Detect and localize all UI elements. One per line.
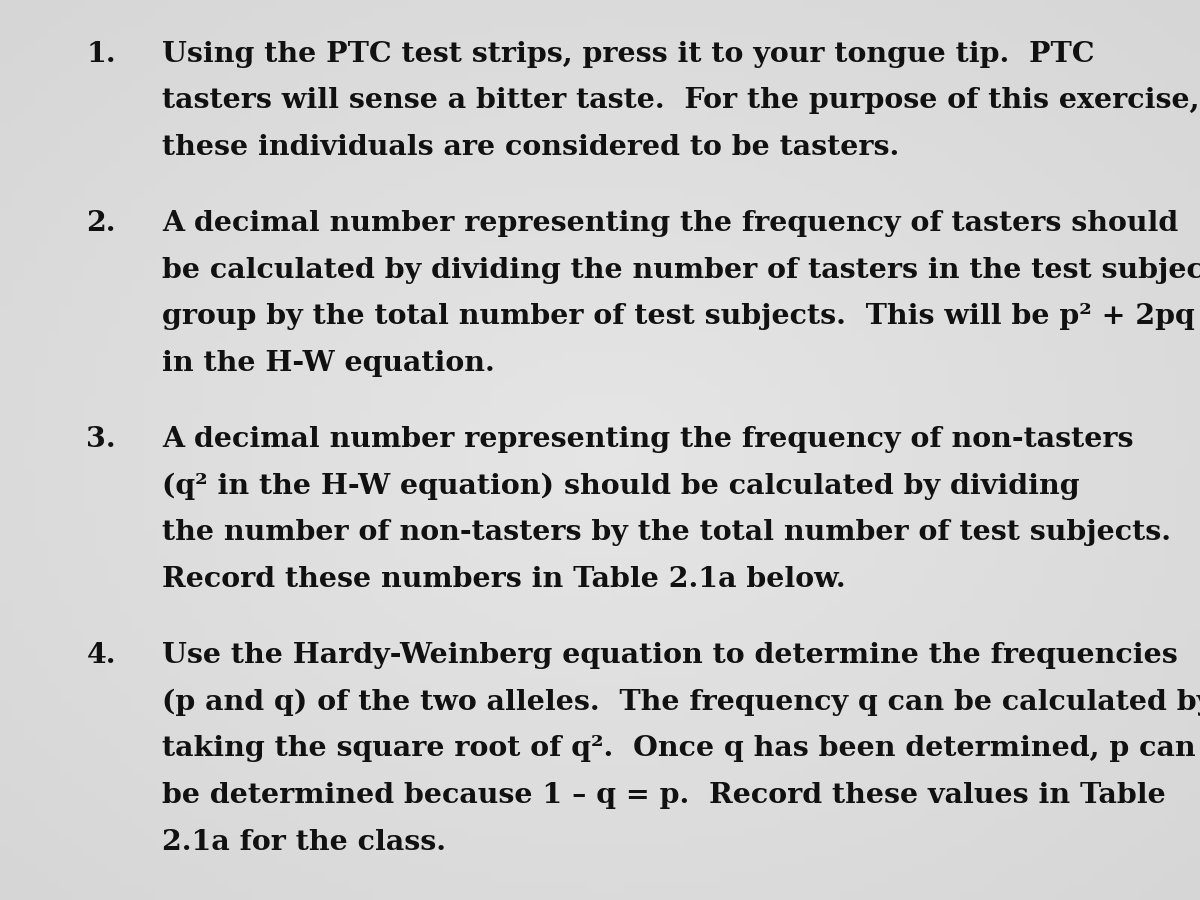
Text: Using the PTC test strips, press it to your tongue tip.  PTC: Using the PTC test strips, press it to y… [162,40,1094,68]
Text: A decimal number representing the frequency of tasters should: A decimal number representing the freque… [162,210,1178,237]
Text: A decimal number representing the frequency of non-tasters: A decimal number representing the freque… [162,426,1134,453]
Text: be determined because 1 – q = p.  Record these values in Table: be determined because 1 – q = p. Record … [162,782,1165,809]
Text: the number of non-tasters by the total number of test subjects.: the number of non-tasters by the total n… [162,519,1171,546]
Text: these individuals are considered to be tasters.: these individuals are considered to be t… [162,134,899,161]
Text: group by the total number of test subjects.  This will be p² + 2pq: group by the total number of test subjec… [162,303,1195,330]
Text: 2.: 2. [86,210,116,237]
Text: in the H-W equation.: in the H-W equation. [162,350,494,377]
Text: tasters will sense a bitter taste.  For the purpose of this exercise,: tasters will sense a bitter taste. For t… [162,87,1200,114]
Text: be calculated by dividing the number of tasters in the test subject: be calculated by dividing the number of … [162,256,1200,284]
Text: 1.: 1. [86,40,116,68]
Text: Use the Hardy-Weinberg equation to determine the frequencies: Use the Hardy-Weinberg equation to deter… [162,642,1177,669]
Text: taking the square root of q².  Once q has been determined, p can: taking the square root of q². Once q has… [162,735,1195,762]
Text: (q² in the H-W equation) should be calculated by dividing: (q² in the H-W equation) should be calcu… [162,472,1080,500]
Text: (p and q) of the two alleles.  The frequency q can be calculated by: (p and q) of the two alleles. The freque… [162,688,1200,716]
Text: 3.: 3. [86,426,116,453]
Text: 4.: 4. [86,642,116,669]
Text: 2.1a for the class.: 2.1a for the class. [162,829,446,856]
Text: Record these numbers in Table 2.1a below.: Record these numbers in Table 2.1a below… [162,566,846,593]
